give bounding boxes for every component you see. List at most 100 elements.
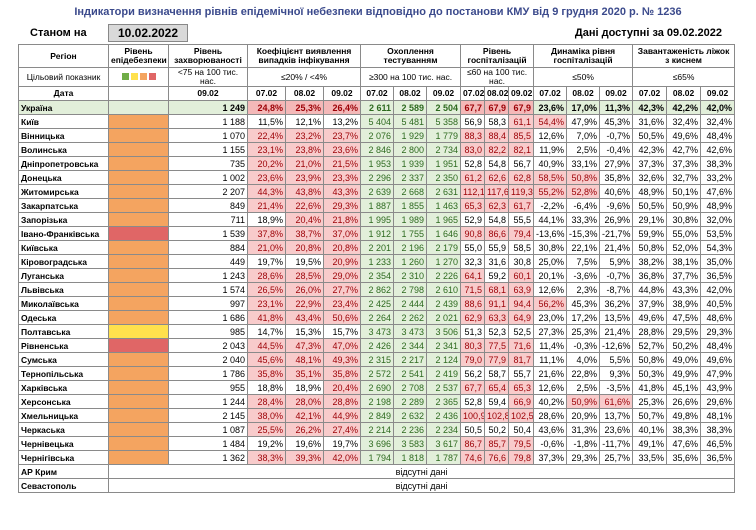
date-label: 09.02 — [508, 86, 535, 101]
indicator-value: -3,6% — [566, 268, 601, 283]
indicator-value: 45,3% — [566, 296, 601, 311]
group-target: ≤20% / <4% — [246, 67, 362, 87]
indicator-value: 35,8% — [247, 366, 286, 381]
level-indicator — [108, 408, 169, 423]
indicator-value: 735 — [168, 156, 248, 171]
indicator-value: 29,3% — [322, 198, 362, 213]
indicator-value: 18,9% — [285, 380, 324, 395]
indicator-value: 21,4% — [599, 324, 634, 339]
indicator-value: 20,1% — [533, 268, 568, 283]
indicator-value: 1 270 — [426, 254, 462, 269]
indicator-value: 21,0% — [285, 156, 324, 171]
level-indicator — [108, 142, 169, 157]
indicator-value: 52,0% — [666, 240, 702, 255]
indicator-value: 1 362 — [168, 450, 248, 465]
indicator-value: -11,7% — [599, 436, 634, 451]
indicator-value: 46,5% — [700, 436, 736, 451]
indicator-value: -0,7% — [599, 268, 634, 283]
indicator-value: 19,7% — [247, 254, 286, 269]
indicator-value: 2 668 — [393, 184, 428, 199]
date-label: 09.02 — [700, 86, 736, 101]
group-target: ≤60 на 100 тис. нас. — [460, 67, 535, 87]
indicator-value: 44,8% — [632, 282, 668, 297]
indicator-value: 2 610 — [426, 282, 462, 297]
region-row: Дніпропетровська 735 20,2% 21,0% 21,5% 1 953 1… — [18, 156, 736, 171]
indicator-value: 51,3 — [460, 324, 486, 339]
indicator-value: 25,0% — [533, 254, 568, 269]
region-name: Херсонська — [18, 394, 109, 409]
indicator-value: 2 631 — [426, 184, 462, 199]
indicator-value: 5 358 — [426, 114, 462, 129]
indicator-value: 3 473 — [393, 324, 428, 339]
indicator-value: 79,0 — [460, 352, 486, 367]
indicator-value: 21,5% — [322, 156, 362, 171]
indicator-value: 2 800 — [393, 142, 428, 157]
indicator-value: 47,0% — [322, 338, 362, 353]
indicator-value: 1 939 — [393, 156, 428, 171]
region-row: Луганська 1 243 28,6% 28,5% 29,0% 2 354 2 310 2… — [18, 268, 736, 283]
indicator-value: 100,9 — [460, 408, 486, 423]
region-name: Чернігівська — [18, 450, 109, 465]
indicator-value: 2 354 — [360, 268, 395, 283]
indicator-value: 20,8% — [322, 240, 362, 255]
region-row: Україна 1 249 24,8% 25,3% 26,4% 2 611 2 589 2 5… — [18, 100, 736, 115]
indicator-value: 36,8% — [632, 268, 668, 283]
indicator-value: 2 846 — [360, 142, 395, 157]
indicator-value: 71,5 — [460, 282, 486, 297]
indicator-value: -2,2% — [533, 198, 568, 213]
indicator-table: Регіон Рівень епідебезпеки Рівень захворюв… — [18, 44, 736, 493]
region-name: Вінницька — [18, 128, 109, 143]
indicator-value: 59,9% — [632, 226, 668, 241]
indicator-value: 94,4 — [508, 296, 535, 311]
region-name: Одеська — [18, 310, 109, 325]
indicator-value: 55,0% — [666, 226, 702, 241]
indicator-value: 50,4 — [508, 422, 535, 437]
indicator-value: 54,3% — [700, 240, 736, 255]
indicator-value: 33,3% — [566, 212, 601, 227]
region-name: Дніпропетровська — [18, 156, 109, 171]
indicator-value: 27,9% — [599, 156, 634, 171]
indicator-value: 997 — [168, 296, 248, 311]
indicator-value: 26,6% — [666, 394, 702, 409]
indicator-value: 26,2% — [285, 422, 324, 437]
indicator-value: 25,3% — [632, 394, 668, 409]
level-indicator — [108, 156, 169, 171]
region-row: Львівська 1 574 26,5% 26,0% 27,7% 2 862 2 798 2… — [18, 282, 736, 297]
indicator-value: 12,6% — [533, 380, 568, 395]
indicator-value: 42,0% — [322, 450, 362, 465]
level-indicator — [108, 282, 169, 297]
indicator-value: 1 818 — [393, 450, 428, 465]
indicator-value: 13,7% — [599, 408, 634, 423]
indicator-value: 45,1% — [666, 380, 702, 395]
indicator-value: 47,6% — [700, 184, 736, 199]
region-row: Харківська 955 18,8% 18,9% 20,4% 2 690 2 708 2 … — [18, 380, 736, 395]
indicator-value: 32,4% — [666, 114, 702, 129]
indicator-value: 26,9% — [599, 212, 634, 227]
indicator-value: 1 929 — [393, 128, 428, 143]
indicator-value: 1 779 — [426, 128, 462, 143]
indicator-value: 62,3 — [484, 198, 510, 213]
indicator-value: 5 481 — [393, 114, 428, 129]
indicator-value: 2 207 — [168, 184, 248, 199]
indicator-value: 21,6% — [533, 366, 568, 381]
indicator-value: 2 541 — [393, 366, 428, 381]
indicator-value: -3,5% — [599, 380, 634, 395]
indicator-value: 21,8% — [322, 212, 362, 227]
indicator-value: 23,7% — [322, 128, 362, 143]
indicator-value: 43,8% — [285, 184, 324, 199]
indicator-value: 2 289 — [393, 394, 428, 409]
indicator-value: 79,4 — [508, 226, 535, 241]
region-row: Рівненська 2 043 44,5% 47,3% 47,0% 2 426 2 344… — [18, 338, 736, 353]
indicator-value: 23,6% — [247, 170, 286, 185]
indicator-value: 40,1% — [632, 422, 668, 437]
region-row: Миколаївська 997 23,1% 22,9% 23,4% 2 425 2 444… — [18, 296, 736, 311]
indicator-value: 3 506 — [426, 324, 462, 339]
indicator-value: 2 572 — [360, 366, 395, 381]
indicator-value: 56,7 — [508, 156, 535, 171]
indicator-value: 91,1 — [484, 296, 510, 311]
indicator-value: 33,5% — [632, 450, 668, 465]
indicator-value: 79,8 — [508, 450, 535, 465]
indicator-value: 2 589 — [393, 100, 428, 115]
indicator-value: 49,0% — [666, 352, 702, 367]
indicator-value: 28,8% — [632, 324, 668, 339]
